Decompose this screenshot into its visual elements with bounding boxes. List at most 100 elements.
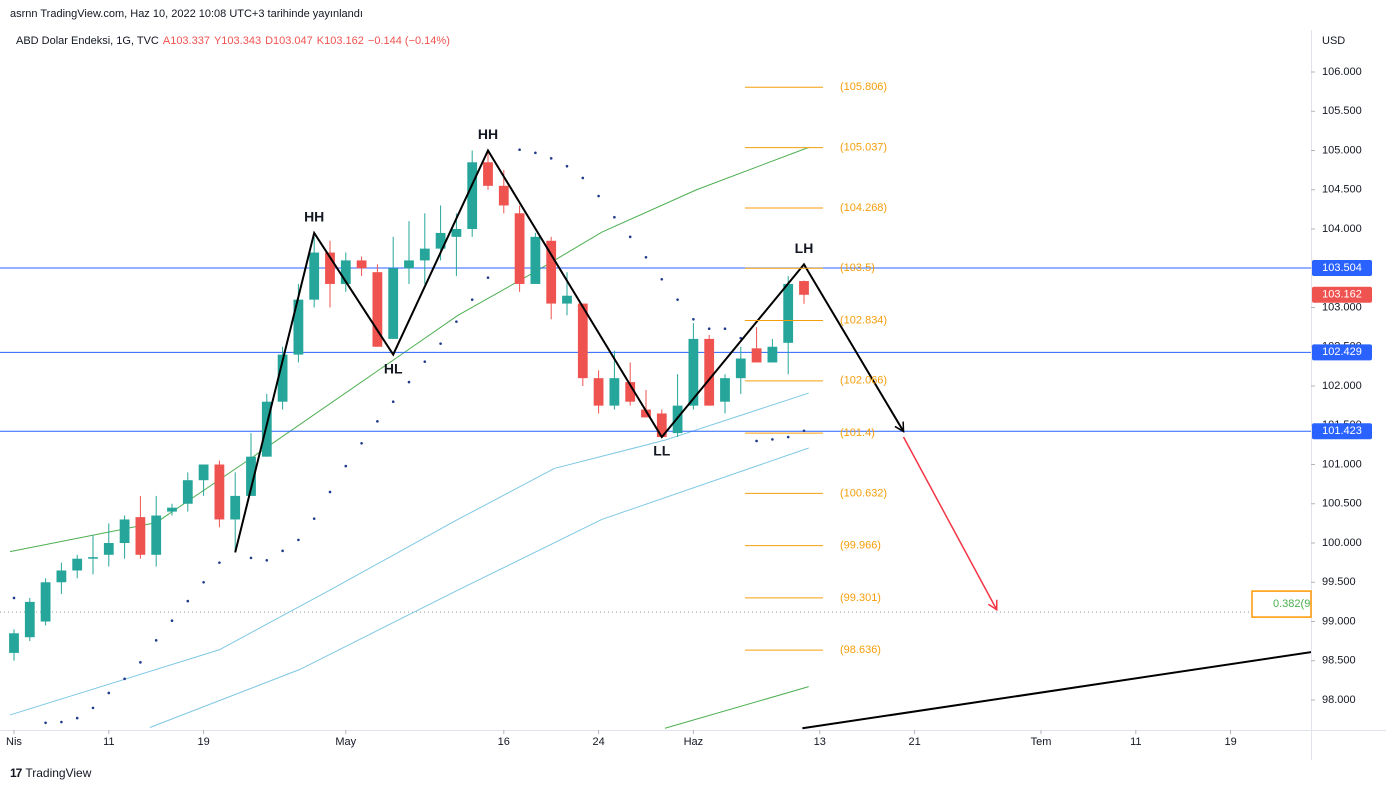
- candle-body: [293, 299, 304, 355]
- change: −0.144 (−0.14%): [367, 35, 450, 47]
- currency: USD: [1322, 35, 1345, 47]
- ohlc: K103.162: [316, 35, 364, 47]
- candle-body: [277, 354, 288, 402]
- price-badge-label: 103.162: [1322, 289, 1362, 301]
- arrow-head: [894, 421, 905, 433]
- x-tick-label: 24: [592, 736, 604, 748]
- x-tick-label: 19: [197, 736, 209, 748]
- sar-dot: [107, 691, 111, 695]
- sar-dot: [628, 235, 632, 239]
- candle-body: [404, 260, 414, 269]
- candle-body: [356, 260, 367, 269]
- sar-dot: [44, 721, 47, 725]
- fib-label: (103.5): [840, 262, 875, 274]
- fib-label: (102.834): [840, 314, 887, 326]
- candle-body: [735, 358, 746, 379]
- plot: [0, 146, 1311, 730]
- publisher: asrnn TradingView.com, Haz 10, 2022 10:0…: [10, 8, 363, 20]
- sar-dot: [439, 342, 442, 345]
- moving-average: [149, 447, 809, 728]
- arrow: [902, 436, 998, 611]
- candle-body: [625, 382, 636, 402]
- fib-label: (99.301): [840, 592, 881, 604]
- candle-body: [767, 346, 778, 363]
- fib-label: (105.806): [840, 81, 887, 93]
- y-tick-label: 105.500: [1322, 105, 1362, 117]
- candle-body: [214, 464, 225, 520]
- candle-body: [72, 558, 83, 571]
- candle-body: [88, 557, 98, 559]
- candle-body: [182, 480, 193, 504]
- candle-body: [609, 378, 620, 406]
- x-tick-label: 21: [908, 736, 920, 748]
- price-badge: [1312, 344, 1372, 361]
- sar-dot: [802, 429, 806, 433]
- fib-box-label: 0.382(9: [1273, 598, 1310, 610]
- fib-box: [1251, 590, 1312, 618]
- y-tick-label: 106.000: [1322, 66, 1362, 78]
- sar-dot: [265, 558, 269, 562]
- y-tick-label: 104.000: [1322, 223, 1362, 235]
- sar-dot: [360, 442, 363, 445]
- fib-label: (105.037): [840, 142, 887, 154]
- y-tick-label: 100.000: [1322, 537, 1362, 549]
- x-tick-label: 19: [1224, 736, 1236, 748]
- sar-dot: [660, 277, 664, 281]
- symbol-bar: ABD Dolar Endeksi, 1G, TVC A103.337 Y103.3…: [16, 35, 454, 47]
- arrow-head: [987, 599, 998, 612]
- zigzag: [234, 148, 905, 553]
- candle-body: [103, 543, 114, 555]
- fib-label: (104.268): [840, 202, 887, 214]
- candle-body: [56, 570, 67, 583]
- candle-body: [24, 601, 35, 638]
- y-tick-label: 98.500: [1322, 655, 1356, 667]
- candle-body: [325, 252, 335, 284]
- sar-dot: [186, 599, 190, 603]
- candle-body: [388, 268, 399, 339]
- sar-dot: [249, 556, 253, 560]
- fib-label: (98.636): [840, 644, 881, 656]
- sar-dot: [91, 706, 95, 710]
- sar-dot: [407, 380, 411, 384]
- trend-line: [802, 651, 1311, 730]
- sar-dot: [281, 549, 284, 553]
- sar-dot: [597, 194, 600, 198]
- footer: 17 TradingView: [10, 766, 91, 780]
- candle-body: [467, 162, 478, 230]
- candle-body: [419, 248, 430, 261]
- sar-dot: [676, 298, 679, 301]
- x-tick-label: Haz: [684, 736, 704, 748]
- sar-dot: [470, 298, 474, 301]
- sar-dot: [139, 661, 142, 664]
- sar-dot: [344, 464, 348, 468]
- fib-label: (102.066): [840, 375, 887, 387]
- pattern-label: HH: [304, 209, 324, 225]
- sar-dot: [75, 716, 79, 720]
- symbol: ABD Dolar Endeksi, 1G, TVC: [16, 35, 159, 47]
- sar-dot: [12, 596, 16, 600]
- sar-dot: [486, 276, 490, 279]
- sar-dot: [755, 439, 758, 443]
- sar-dot: [644, 255, 648, 259]
- brand: TradingView: [25, 766, 92, 780]
- candle-body: [688, 338, 699, 406]
- sar-dot: [312, 517, 316, 520]
- sar-dot: [218, 561, 221, 564]
- x-tick-label: 16: [498, 736, 510, 748]
- candle-body: [246, 456, 256, 496]
- candle-body: [230, 495, 241, 520]
- x-tick-label: 11: [1130, 736, 1141, 748]
- sar-dot: [786, 435, 790, 439]
- candle-body: [198, 464, 209, 481]
- sar-dot: [123, 677, 126, 681]
- y-tick-label: 98.000: [1322, 694, 1356, 706]
- logo: 17: [10, 766, 22, 780]
- candle-body: [577, 303, 588, 379]
- candle-body: [783, 283, 794, 343]
- y-tick-label: 101.000: [1322, 458, 1362, 470]
- y-tick-label: 99.500: [1322, 576, 1356, 588]
- fib-label: (100.632): [840, 487, 887, 499]
- sar-dot: [391, 400, 395, 404]
- fib-label: (99.966): [840, 540, 881, 552]
- y-tick-label: 105.000: [1322, 144, 1362, 156]
